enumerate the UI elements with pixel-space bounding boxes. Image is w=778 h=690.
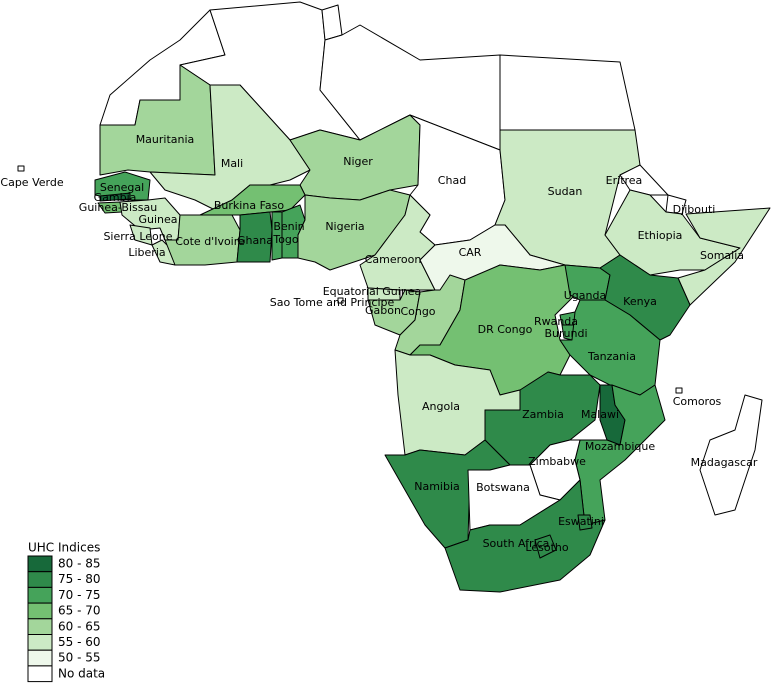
egypt bbox=[499, 54, 636, 131]
legend-label: 70 - 75 bbox=[58, 588, 101, 602]
country-label: Eritrea bbox=[606, 174, 643, 187]
legend-label: 80 - 85 bbox=[58, 557, 101, 571]
country-label: Kenya bbox=[623, 295, 657, 308]
country-label: Mozambique bbox=[585, 440, 655, 453]
country-label: Sao Tome and Principe bbox=[270, 296, 395, 309]
country-label: South Africa bbox=[483, 537, 550, 550]
legend-label: 65 - 70 bbox=[58, 604, 101, 618]
country-label: Ghana bbox=[237, 234, 273, 247]
country-label: Benin bbox=[273, 220, 304, 233]
legend-swatch bbox=[27, 649, 53, 667]
country bbox=[99, 192, 131, 202]
country-label: Mauritania bbox=[136, 133, 195, 146]
country-label: Angola bbox=[422, 400, 460, 413]
country-label: Madagascar bbox=[691, 456, 758, 469]
country-label: Zambia bbox=[522, 408, 564, 421]
country-label: Comoros bbox=[673, 395, 722, 408]
country bbox=[337, 297, 344, 304]
legend-label: 55 - 60 bbox=[58, 635, 101, 649]
country bbox=[444, 479, 606, 593]
legend-swatch bbox=[27, 555, 53, 573]
country-label: Lesotho bbox=[525, 541, 568, 554]
country-label: Rwanda bbox=[534, 315, 578, 328]
country-label: Burkina Faso bbox=[214, 199, 284, 212]
country-label: Sudan bbox=[548, 185, 583, 198]
country-label: Nigeria bbox=[325, 220, 364, 233]
country-label: Mali bbox=[221, 157, 243, 170]
legend-label: No data bbox=[58, 666, 105, 680]
legend-label: 75 - 80 bbox=[58, 572, 101, 586]
country-label: Chad bbox=[438, 174, 466, 187]
country-label: Ethiopia bbox=[638, 229, 683, 242]
country bbox=[534, 534, 557, 559]
country-label: Togo bbox=[272, 233, 299, 246]
country-label: Cape Verde bbox=[0, 176, 63, 189]
country-label: Cameroon bbox=[365, 253, 422, 266]
legend-swatch bbox=[27, 602, 53, 620]
tunisia bbox=[321, 4, 343, 41]
legend-swatch bbox=[27, 586, 53, 604]
country bbox=[577, 514, 593, 531]
country-label: Equatorial Guinea bbox=[323, 285, 422, 298]
country-label: CAR bbox=[459, 246, 482, 259]
legend-swatch bbox=[27, 665, 53, 683]
country-label: Sierra Leone bbox=[103, 230, 172, 243]
country-label: Congo bbox=[400, 305, 435, 318]
country-label: Zimbabwe bbox=[528, 455, 586, 468]
country bbox=[619, 164, 669, 196]
country-label: Niger bbox=[343, 155, 373, 168]
country-label: Uganda bbox=[564, 289, 606, 302]
country-label: Malawi bbox=[581, 408, 619, 421]
country-label: Djibouti bbox=[673, 203, 716, 216]
country bbox=[699, 394, 763, 516]
legend-label: 60 - 65 bbox=[58, 619, 101, 633]
country-label: Tanzania bbox=[587, 350, 636, 363]
country-label: Botswana bbox=[476, 481, 530, 494]
country-label: Burundi bbox=[544, 327, 587, 340]
country bbox=[599, 254, 691, 341]
country-label: Liberia bbox=[128, 246, 165, 259]
country bbox=[236, 211, 273, 263]
country-label: Guinea-Bissau bbox=[79, 201, 157, 214]
countries bbox=[17, 64, 771, 593]
country-label: Somalia bbox=[700, 249, 744, 262]
country-label: Namibia bbox=[414, 480, 460, 493]
legend-swatch bbox=[27, 634, 53, 651]
country-label: Cote d'Ivoire bbox=[175, 235, 245, 248]
legend-swatch bbox=[27, 618, 53, 635]
north-africa bbox=[99, 1, 636, 151]
country-label: Gabon bbox=[365, 304, 401, 317]
legend-title: UHC Indices bbox=[28, 541, 100, 555]
legend-swatch bbox=[27, 571, 53, 588]
country-label: Guinea bbox=[138, 213, 177, 226]
country-labels: Mauritania Mali Niger Chad Sudan Eritrea Djibo… bbox=[0, 133, 757, 554]
country-label: DR Congo bbox=[478, 323, 533, 336]
country bbox=[17, 165, 25, 172]
legend-label: 50 - 55 bbox=[58, 651, 101, 665]
country bbox=[675, 387, 683, 394]
country-label: Senegal bbox=[100, 181, 144, 194]
country-label: Gambia bbox=[94, 191, 137, 204]
country-label: Eswatini bbox=[558, 515, 604, 528]
